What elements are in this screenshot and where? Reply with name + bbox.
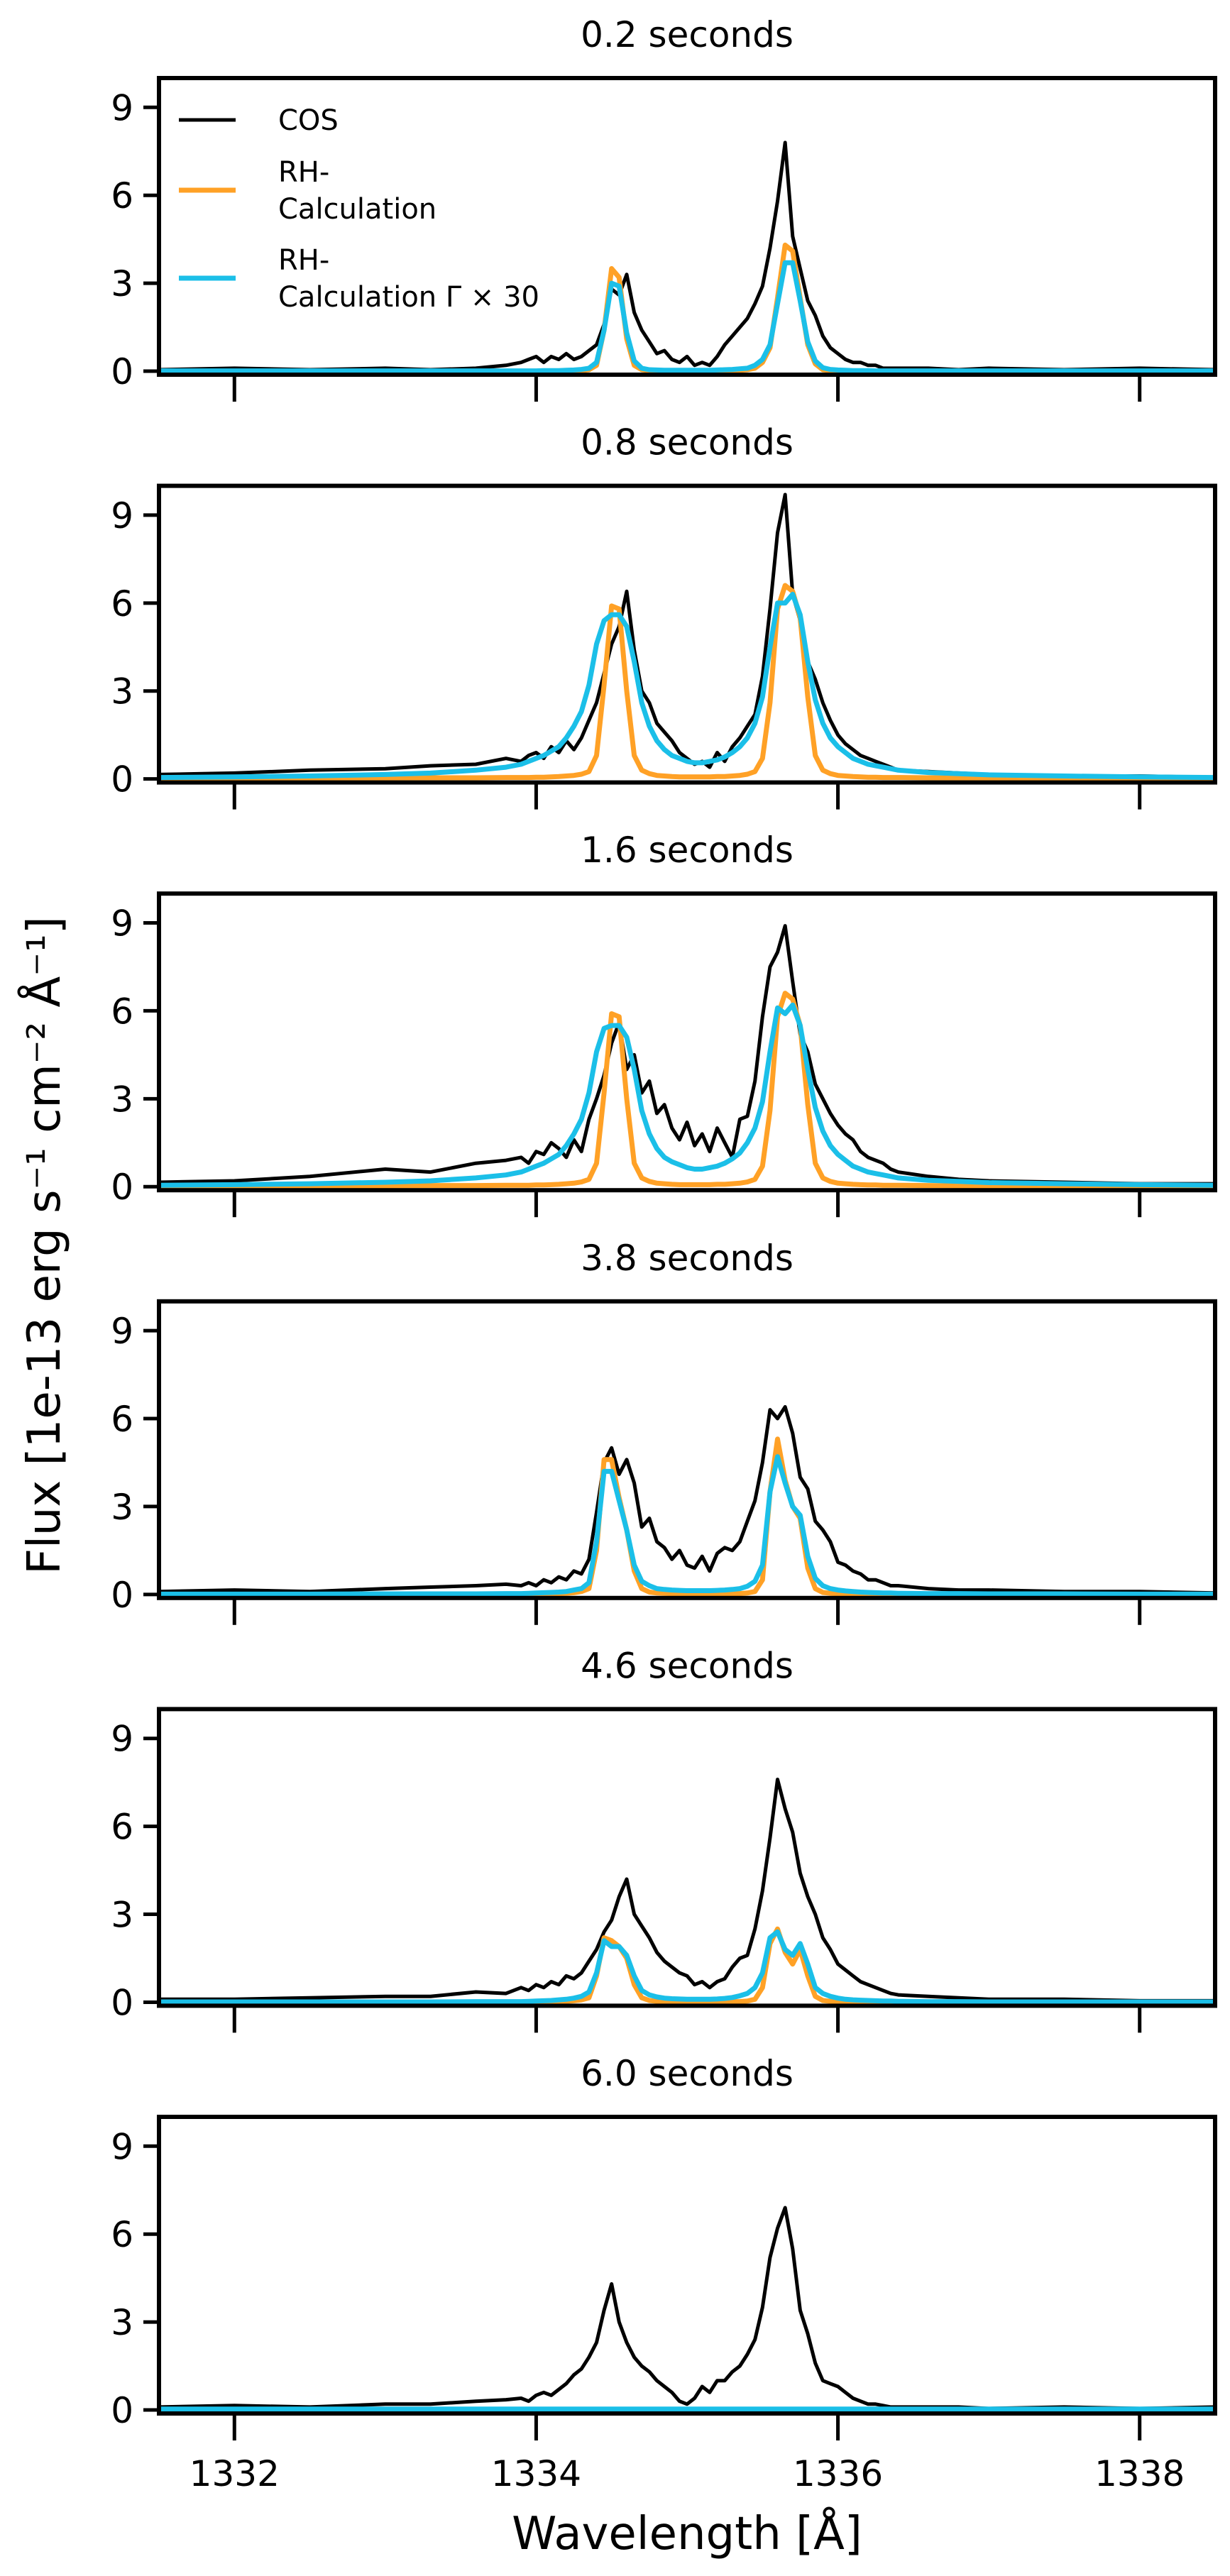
y-tick-label: 9 [111, 2126, 133, 2167]
x-tick-label: 1334 [491, 2453, 581, 2494]
panel-title: 0.8 seconds [581, 422, 794, 463]
y-tick-label: 0 [111, 1167, 133, 1208]
axes-frame [157, 76, 1217, 377]
y-tick-label: 3 [111, 1895, 133, 1936]
series-line-cos [159, 492, 1215, 780]
panel-1-6-seconds: 1.6 seconds 0 3 6 9 [111, 830, 1217, 1218]
y-tick-label: 0 [111, 1982, 133, 2023]
legend-label-rh30: RH- Calculation Γ × 30 [278, 244, 539, 314]
y-tick-label: 9 [111, 1311, 133, 1352]
y-tick-label: 6 [111, 583, 133, 624]
x-axis-label: Wavelength [Å] [512, 2506, 862, 2560]
series-line-rh30 [159, 260, 1215, 374]
panel-0-8-seconds: 0.8 seconds 0 3 6 9 [111, 422, 1217, 810]
panel-3-8-seconds: 3.8 seconds 0 3 6 9 [111, 1238, 1217, 1625]
series-line-rh30 [159, 1002, 1215, 1188]
legend-label-line: RH- [278, 156, 329, 189]
y-tick-label: 3 [111, 1079, 133, 1120]
panel-title: 4.6 seconds [581, 1645, 794, 1686]
y-tick-label: 6 [111, 1399, 133, 1440]
y-tick-label: 6 [111, 991, 133, 1032]
x-tick-label: 1332 [190, 2453, 280, 2494]
series-line-rh [159, 1436, 1215, 1597]
y-tick-label: 0 [111, 351, 133, 392]
legend-label-line: RH- [278, 244, 329, 277]
legend-label-rh: RH- Calculation [278, 156, 436, 226]
y-tick-label: 9 [111, 87, 133, 128]
axes-frame [157, 1299, 1217, 1600]
y-tick-label: 3 [111, 1487, 133, 1528]
legend-label-line: COS [278, 104, 339, 137]
series-line-rh [159, 583, 1215, 781]
panel-0-2-seconds: 0.2 seconds 0 3 6 9 COS RH- Calculation RH- Calcu… [111, 14, 1217, 402]
y-tick-label: 3 [111, 671, 133, 712]
series-line-cos [159, 1405, 1215, 1595]
axes-frame [157, 483, 1217, 785]
y-tick-label: 6 [111, 2214, 133, 2255]
axes-frame [157, 1707, 1217, 2008]
y-tick-label: 3 [111, 2302, 133, 2343]
series-line-rh [159, 1926, 1215, 2005]
y-tick-label: 9 [111, 1719, 133, 1760]
axes-frame [157, 2115, 1217, 2416]
series-line-cos [159, 141, 1215, 372]
legend-label-line: Calculation Γ × 30 [278, 281, 539, 314]
series-line-rh [159, 991, 1215, 1189]
panel-title: 3.8 seconds [581, 1238, 794, 1279]
panels: 0.2 seconds 0 3 6 9 COS RH- Calculation RH- Calcu… [111, 14, 1217, 2494]
legend-label-line: Calculation [278, 193, 436, 226]
series-line-rh30 [159, 1929, 1215, 2005]
legend: COS RH- Calculation RH- Calculation Γ × 30 [179, 104, 539, 314]
panel-6-0-seconds: 6.0 seconds 0 3 6 9 1332 1334 1336 1338 [111, 2053, 1217, 2494]
series-line-cos [159, 2206, 1215, 2411]
panel-title: 6.0 seconds [581, 2053, 794, 2094]
y-tick-label: 3 [111, 263, 133, 304]
y-tick-label: 6 [111, 1807, 133, 1848]
y-tick-label: 6 [111, 175, 133, 216]
y-tick-label: 9 [111, 495, 133, 536]
y-tick-label: 9 [111, 903, 133, 945]
y-axis-label: Flux [1e-13 erg s⁻¹ cm⁻² Å⁻¹] [17, 916, 71, 1574]
series-line-rh30 [159, 1454, 1215, 1597]
panel-title: 1.6 seconds [581, 830, 794, 871]
panel-title: 0.2 seconds [581, 14, 794, 55]
series-line-cos [159, 924, 1215, 1186]
x-tick-label: 1336 [793, 2453, 883, 2494]
y-tick-label: 0 [111, 1575, 133, 1616]
panel-4-6-seconds: 4.6 seconds 0 3 6 9 [111, 1645, 1217, 2033]
y-tick-label: 0 [111, 759, 133, 800]
y-tick-label: 0 [111, 2390, 133, 2431]
axes-frame [157, 891, 1217, 1193]
x-tick-label: 1338 [1094, 2453, 1185, 2494]
series-line-rh30 [159, 591, 1215, 781]
legend-label-cos: COS [278, 104, 339, 137]
series-line-cos [159, 1778, 1215, 2003]
